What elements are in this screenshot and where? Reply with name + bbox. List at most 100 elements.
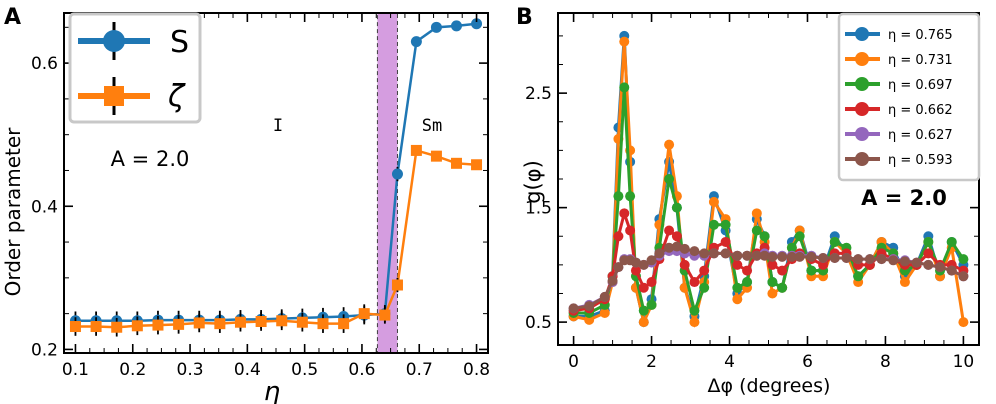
data-point-zeta	[152, 319, 164, 331]
data-point-eta-0.593	[806, 251, 817, 262]
data-point-eta-0.731	[899, 277, 910, 288]
data-point-eta-0.731	[958, 317, 969, 328]
data-point-eta-0.662	[818, 259, 829, 270]
data-point-eta-0.593	[794, 251, 805, 262]
data-point-eta-0.593	[742, 250, 753, 261]
x-tick-label-a: 0.7	[406, 360, 433, 380]
data-point-zeta	[338, 318, 350, 330]
data-point-eta-0.697	[923, 236, 934, 247]
legend-a: S ζ	[68, 12, 202, 124]
x-tick-label-b: 0	[568, 352, 579, 372]
data-point-eta-0.593	[923, 259, 934, 270]
legend-s-label: S	[170, 25, 189, 60]
data-point-eta-0.593	[671, 241, 682, 252]
series-line-zeta	[75, 148, 477, 329]
axis-a-ylabel: Order parameter	[1, 127, 25, 297]
data-point-zeta	[358, 308, 370, 320]
data-point-eta-0.731	[732, 294, 743, 305]
data-point-eta-0.697	[777, 282, 788, 293]
x-tick-label-b: 8	[880, 352, 891, 372]
x-tick-label-a: 0.3	[177, 360, 204, 380]
data-point-eta-0.593	[732, 250, 743, 261]
x-tick-label-b: 10	[953, 352, 975, 372]
data-point-eta-0.697	[625, 191, 636, 202]
data-point-eta-0.662	[777, 265, 788, 276]
y-tick-label-a: 0.6	[31, 54, 58, 74]
legend-marker-eta-0.662	[855, 102, 869, 116]
data-point-zeta	[317, 318, 329, 330]
data-point-eta-0.593	[708, 248, 719, 259]
data-point-eta-0.697	[946, 236, 957, 247]
data-point-eta-0.697	[806, 265, 817, 276]
legend-marker-eta-0.593	[855, 152, 869, 166]
data-point-eta-0.662	[630, 265, 641, 276]
data-point-eta-0.697	[829, 236, 840, 247]
series-line-eta-0.662	[573, 208, 965, 313]
data-point-eta-0.593	[935, 262, 946, 273]
y-tick-label-b: 1.5	[525, 199, 552, 219]
data-point-eta-0.593	[751, 250, 762, 261]
legend-zeta-label: ζ	[167, 79, 186, 114]
data-point-eta-0.593	[630, 257, 641, 268]
data-point-eta-0.593	[568, 303, 579, 314]
data-point-eta-0.593	[699, 248, 710, 259]
data-point-s	[391, 168, 403, 180]
data-point-eta-0.697	[853, 271, 864, 282]
data-point-zeta	[255, 316, 267, 328]
data-point-eta-0.662	[679, 259, 690, 270]
data-point-s	[410, 36, 422, 48]
data-point-eta-0.697	[786, 242, 797, 253]
data-point-zeta	[450, 157, 462, 169]
data-point-eta-0.697	[619, 82, 630, 93]
data-point-zeta	[69, 321, 81, 333]
panel-a-label: A	[4, 5, 21, 30]
data-point-eta-0.662	[664, 225, 675, 236]
legend-label-eta-0.731: η = 0.731	[888, 53, 953, 68]
data-point-eta-0.593	[599, 291, 610, 302]
data-point-zeta	[296, 316, 308, 328]
legend-zeta-marker	[104, 86, 124, 106]
data-point-eta-0.697	[638, 305, 649, 316]
data-point-eta-0.593	[853, 254, 864, 265]
data-point-eta-0.593	[607, 275, 618, 286]
data-point-eta-0.662	[689, 277, 700, 288]
data-point-eta-0.593	[946, 265, 957, 276]
axis-a-xlabel: η	[264, 377, 280, 404]
panel-b-label: B	[516, 5, 533, 30]
x-tick-label-a: 0.5	[291, 360, 318, 380]
data-point-eta-0.662	[923, 248, 934, 259]
data-point-eta-0.697	[708, 219, 719, 230]
data-point-zeta	[214, 318, 226, 330]
data-point-eta-0.731	[619, 36, 630, 47]
data-point-eta-0.593	[646, 255, 657, 266]
legend-label-eta-0.593: η = 0.593	[888, 153, 953, 168]
data-point-eta-0.593	[841, 252, 852, 263]
data-point-eta-0.697	[720, 219, 731, 230]
data-point-eta-0.593	[759, 250, 770, 261]
x-tick-label-b: 6	[802, 352, 813, 372]
data-point-eta-0.593	[958, 271, 969, 282]
data-point-zeta	[410, 144, 422, 156]
data-point-zeta	[234, 316, 246, 328]
data-point-zeta	[276, 315, 288, 327]
legend-marker-eta-0.765	[855, 27, 869, 41]
data-point-eta-0.593	[613, 262, 624, 273]
data-point-eta-0.593	[654, 248, 665, 259]
data-point-eta-0.593	[638, 259, 649, 270]
data-point-eta-0.697	[671, 202, 682, 213]
x-tick-label-a: 0.1	[62, 360, 89, 380]
data-point-zeta	[173, 318, 185, 330]
data-point-zeta	[111, 321, 123, 333]
data-point-eta-0.593	[720, 248, 731, 259]
data-point-eta-0.662	[732, 259, 743, 270]
data-point-eta-0.662	[699, 265, 710, 276]
y-tick-label-b: 2.5	[525, 84, 552, 104]
y-tick-label-b: 0.5	[525, 313, 552, 333]
data-point-eta-0.697	[759, 231, 770, 242]
x-tick-label-a: 0.2	[119, 360, 146, 380]
legend-marker-eta-0.697	[855, 77, 869, 91]
data-point-eta-0.731	[584, 314, 595, 325]
data-point-eta-0.697	[958, 254, 969, 265]
